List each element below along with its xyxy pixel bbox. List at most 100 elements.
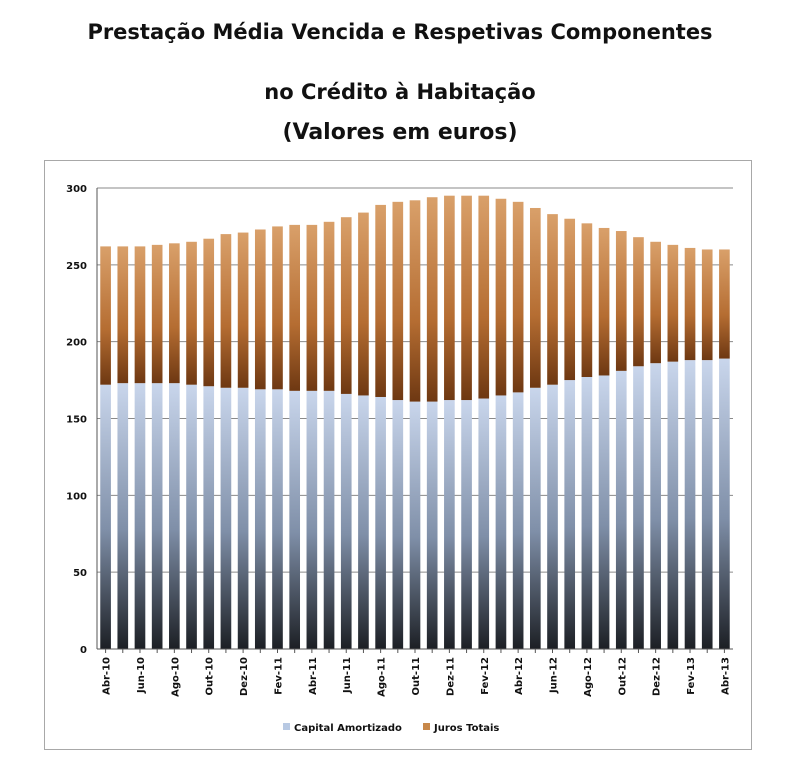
chart-frame: 0 50 100 150 200 250 300 Abr-10 Jun-10 Ago-10 Out-… bbox=[44, 160, 752, 750]
bar-juros-totais bbox=[633, 237, 644, 367]
bar-capital-amortizado bbox=[615, 370, 627, 649]
stacked-bar-chart: 0 50 100 150 200 250 300 Abr-10 Jun-10 Ago-10 Out-… bbox=[66, 184, 733, 734]
bar-juros-totais bbox=[134, 246, 146, 384]
bar-capital-amortizado bbox=[134, 383, 146, 649]
x-tick-label: Ago-11 bbox=[377, 657, 388, 697]
x-tick-label: Ago-10 bbox=[170, 657, 181, 697]
bar-juros-totais bbox=[444, 195, 455, 401]
bars-layer bbox=[100, 195, 730, 649]
legend-item-capital-amortizado: Capital Amortizado bbox=[294, 723, 402, 734]
bar-juros-totais bbox=[564, 218, 576, 381]
bar-juros-totais bbox=[220, 234, 232, 388]
bar-juros-totais bbox=[237, 232, 249, 388]
x-tick-label: Jun-10 bbox=[136, 657, 147, 694]
bar-capital-amortizado bbox=[719, 358, 730, 649]
y-tick-label: 100 bbox=[66, 491, 87, 502]
x-tick-label: Ago-12 bbox=[583, 657, 594, 697]
bar-capital-amortizado bbox=[701, 360, 713, 649]
bar-capital-amortizado bbox=[478, 398, 490, 649]
bar-juros-totais bbox=[701, 249, 713, 361]
bar-juros-totais bbox=[650, 241, 661, 364]
y-tick-label: 250 bbox=[66, 261, 87, 272]
legend-swatch bbox=[423, 723, 430, 730]
bar-capital-amortizado bbox=[323, 390, 335, 649]
bar-juros-totais bbox=[289, 224, 301, 391]
y-tick-label: 150 bbox=[66, 415, 87, 426]
y-tick-label: 200 bbox=[66, 338, 87, 349]
bar-juros-totais bbox=[581, 223, 593, 378]
bar-capital-amortizado bbox=[289, 390, 301, 649]
bar-capital-amortizado bbox=[375, 396, 386, 649]
bar-capital-amortizado bbox=[254, 389, 266, 649]
bar-capital-amortizado bbox=[426, 401, 438, 649]
x-tick-label: Jun-12 bbox=[549, 657, 560, 694]
x-tick-label: Out-12 bbox=[617, 657, 628, 696]
bar-juros-totais bbox=[323, 221, 335, 391]
bar-capital-amortizado bbox=[529, 387, 541, 649]
bar-capital-amortizado bbox=[598, 375, 610, 649]
bar-capital-amortizado bbox=[220, 387, 232, 649]
x-tick-label: Abr-10 bbox=[102, 657, 113, 695]
x-tick-label: Jun-11 bbox=[342, 657, 353, 694]
bar-capital-amortizado bbox=[461, 400, 472, 649]
legend-swatch bbox=[283, 723, 290, 730]
bar-juros-totais bbox=[272, 226, 283, 390]
bar-juros-totais bbox=[254, 229, 266, 390]
bar-capital-amortizado bbox=[237, 387, 249, 649]
bar-capital-amortizado bbox=[392, 400, 404, 649]
bar-capital-amortizado bbox=[169, 383, 180, 649]
x-tick-label: Dez-12 bbox=[652, 657, 663, 696]
bar-capital-amortizado bbox=[358, 395, 369, 649]
bar-juros-totais bbox=[375, 204, 386, 397]
x-tick-label: Fev-12 bbox=[480, 657, 491, 695]
bar-capital-amortizado bbox=[272, 389, 283, 649]
bar-capital-amortizado bbox=[495, 395, 507, 649]
chart-title-line1: Prestação Média Vencida e Respetivas Com… bbox=[87, 20, 713, 44]
bar-juros-totais bbox=[461, 195, 472, 401]
bar-juros-totais bbox=[100, 246, 111, 385]
y-tick-label: 50 bbox=[73, 568, 87, 579]
x-tick-label: Dez-10 bbox=[239, 657, 250, 696]
bar-juros-totais bbox=[667, 244, 679, 362]
x-tick-label: Out-10 bbox=[205, 657, 216, 696]
bar-capital-amortizado bbox=[444, 400, 455, 649]
axes-layer: 0 50 100 150 200 250 300 Abr-10 Jun-10 Ago-10 Out-… bbox=[66, 184, 733, 697]
x-tick-label: Abr-11 bbox=[308, 657, 319, 695]
bar-juros-totais bbox=[719, 249, 730, 359]
y-tick-label: 0 bbox=[80, 645, 87, 656]
bar-juros-totais bbox=[117, 246, 129, 384]
bar-capital-amortizado bbox=[667, 361, 679, 649]
bar-juros-totais bbox=[306, 224, 318, 391]
bar-capital-amortizado bbox=[409, 401, 421, 649]
bar-capital-amortizado bbox=[633, 366, 644, 649]
chart-subtitle: (Valores em euros) bbox=[282, 120, 518, 145]
bar-capital-amortizado bbox=[650, 363, 661, 649]
y-tick-label: 300 bbox=[66, 184, 87, 195]
bar-juros-totais bbox=[426, 197, 438, 402]
bar-juros-totais bbox=[392, 201, 404, 401]
bar-capital-amortizado bbox=[581, 377, 593, 649]
bar-juros-totais bbox=[529, 207, 541, 388]
bar-juros-totais bbox=[615, 231, 627, 371]
bar-juros-totais bbox=[478, 195, 490, 399]
x-tick-label: Abr-12 bbox=[514, 657, 525, 695]
bar-juros-totais bbox=[495, 198, 507, 396]
bar-capital-amortizado bbox=[203, 386, 215, 649]
bar-juros-totais bbox=[169, 243, 180, 384]
x-tick-label: Out-11 bbox=[411, 657, 422, 696]
legend-item-juros-totais: Juros Totais bbox=[433, 723, 499, 734]
bar-capital-amortizado bbox=[340, 393, 352, 649]
chart-title-line2: no Crédito à Habitação bbox=[264, 80, 536, 104]
bar-capital-amortizado bbox=[186, 384, 197, 649]
bar-juros-totais bbox=[203, 238, 215, 387]
bar-capital-amortizado bbox=[117, 383, 129, 649]
bar-capital-amortizado bbox=[564, 380, 576, 649]
bar-capital-amortizado bbox=[512, 392, 524, 649]
bar-capital-amortizado bbox=[684, 360, 696, 649]
bar-juros-totais bbox=[598, 227, 610, 376]
bar-juros-totais bbox=[547, 214, 558, 385]
x-tick-label: Dez-11 bbox=[445, 657, 456, 696]
x-tick-label: Fev-11 bbox=[273, 657, 284, 695]
bar-capital-amortizado bbox=[306, 390, 318, 649]
legend: Capital Amortizado Juros Totais bbox=[283, 723, 499, 734]
